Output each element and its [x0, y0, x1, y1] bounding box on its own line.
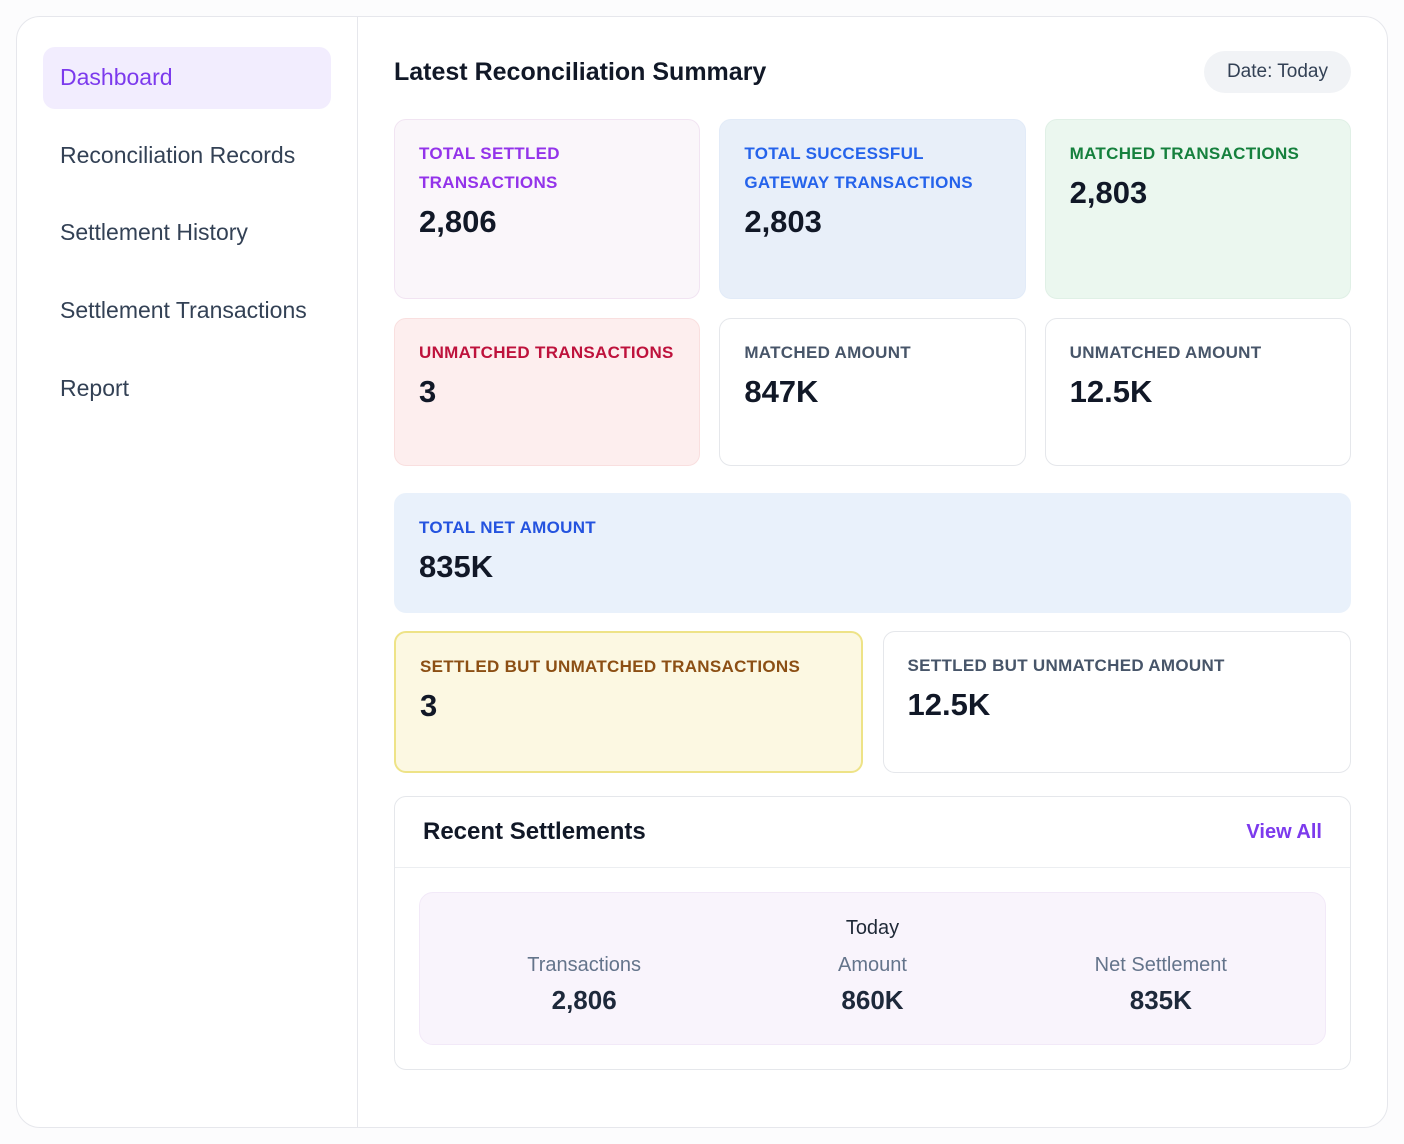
stat-value: 835K: [1017, 985, 1305, 1016]
date-badge: Date: Today: [1204, 51, 1351, 93]
settlement-summary-card: Today Transactions 2,806 Amount 860K Net…: [419, 892, 1326, 1045]
card-value: 2,803: [744, 204, 1000, 240]
main-content: Latest Reconciliation Summary Date: Toda…: [358, 17, 1387, 1127]
card-label: TOTAL NET AMOUNT: [419, 514, 1326, 543]
summary-cards-row-2: UNMATCHED TRANSACTIONS 3 MATCHED AMOUNT …: [394, 318, 1351, 466]
card-label: MATCHED TRANSACTIONS: [1070, 140, 1326, 169]
stat-transactions: Transactions 2,806: [440, 954, 728, 1016]
card-label: TOTAL SETTLED TRANSACTIONS: [419, 140, 675, 198]
stat-label: Amount: [728, 954, 1016, 977]
recent-settlements-body: Today Transactions 2,806 Amount 860K Net…: [395, 868, 1350, 1069]
card-value: 12.5K: [1070, 374, 1326, 410]
stat-net-settlement: Net Settlement 835K: [1017, 954, 1305, 1016]
recent-settlements-title: Recent Settlements: [423, 818, 646, 846]
app-window: Dashboard Reconciliation Records Settlem…: [16, 16, 1388, 1128]
settlement-stats-row: Transactions 2,806 Amount 860K Net Settl…: [440, 954, 1305, 1016]
card-value: 12.5K: [908, 687, 1327, 723]
page-title: Latest Reconciliation Summary: [394, 58, 766, 87]
summary-cards-row-1: TOTAL SETTLED TRANSACTIONS 2,806 TOTAL S…: [394, 119, 1351, 299]
stat-label: Net Settlement: [1017, 954, 1305, 977]
card-label: UNMATCHED AMOUNT: [1070, 339, 1326, 368]
stat-value: 860K: [728, 985, 1016, 1016]
card-value: 3: [420, 688, 837, 724]
card-label: SETTLED BUT UNMATCHED TRANSACTIONS: [420, 653, 837, 682]
summary-cards-row-3: SETTLED BUT UNMATCHED TRANSACTIONS 3 SET…: [394, 631, 1351, 773]
card-value: 835K: [419, 549, 1326, 585]
card-total-net-amount: TOTAL NET AMOUNT 835K: [394, 493, 1351, 613]
card-settled-but-unmatched-transactions: SETTLED BUT UNMATCHED TRANSACTIONS 3: [394, 631, 863, 773]
recent-settlements-section: Recent Settlements View All Today Transa…: [394, 796, 1351, 1070]
sidebar-item-report[interactable]: Report: [43, 358, 331, 420]
card-settled-but-unmatched-amount: SETTLED BUT UNMATCHED AMOUNT 12.5K: [883, 631, 1352, 773]
card-matched-transactions: MATCHED TRANSACTIONS 2,803: [1045, 119, 1351, 299]
view-all-link[interactable]: View All: [1246, 821, 1322, 844]
sidebar-item-dashboard[interactable]: Dashboard: [43, 47, 331, 109]
card-total-settled-transactions: TOTAL SETTLED TRANSACTIONS 2,806: [394, 119, 700, 299]
card-value: 3: [419, 374, 675, 410]
sidebar: Dashboard Reconciliation Records Settlem…: [17, 17, 358, 1127]
card-total-successful-gateway-transactions: TOTAL SUCCESSFUL GATEWAY TRANSACTIONS 2,…: [719, 119, 1025, 299]
settlement-period-label: Today: [440, 917, 1305, 940]
card-unmatched-amount: UNMATCHED AMOUNT 12.5K: [1045, 318, 1351, 466]
recent-settlements-header: Recent Settlements View All: [395, 797, 1350, 868]
card-label: MATCHED AMOUNT: [744, 339, 1000, 368]
card-label: TOTAL SUCCESSFUL GATEWAY TRANSACTIONS: [744, 140, 1000, 198]
sidebar-item-settlement-transactions[interactable]: Settlement Transactions: [43, 280, 331, 342]
card-value: 2,803: [1070, 175, 1326, 211]
card-unmatched-transactions: UNMATCHED TRANSACTIONS 3: [394, 318, 700, 466]
card-label: UNMATCHED TRANSACTIONS: [419, 339, 675, 368]
stat-amount: Amount 860K: [728, 954, 1016, 1016]
sidebar-item-settlement-history[interactable]: Settlement History: [43, 202, 331, 264]
sidebar-item-reconciliation-records[interactable]: Reconciliation Records: [43, 125, 331, 187]
stat-label: Transactions: [440, 954, 728, 977]
main-header: Latest Reconciliation Summary Date: Toda…: [394, 51, 1351, 93]
stat-value: 2,806: [440, 985, 728, 1016]
card-value: 2,806: [419, 204, 675, 240]
card-value: 847K: [744, 374, 1000, 410]
card-label: SETTLED BUT UNMATCHED AMOUNT: [908, 652, 1327, 681]
card-matched-amount: MATCHED AMOUNT 847K: [719, 318, 1025, 466]
